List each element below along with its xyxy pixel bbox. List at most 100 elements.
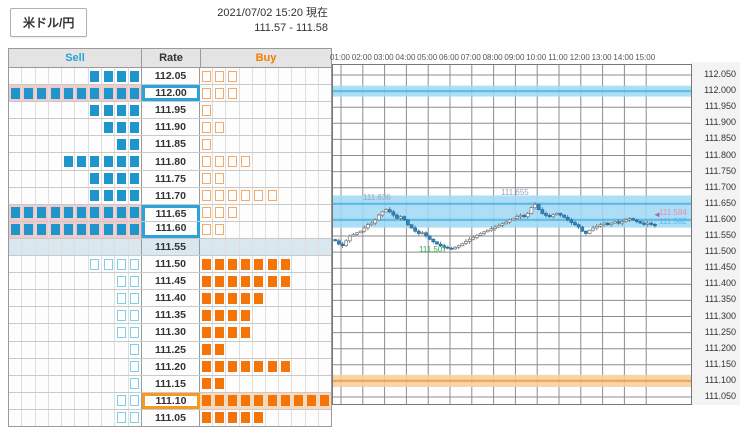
sell-order-filled-square[interactable] <box>103 156 113 168</box>
sell-order-outline-square[interactable] <box>117 275 127 287</box>
buy-order-filled-square[interactable] <box>241 395 251 407</box>
buy-order-outline-square[interactable] <box>267 190 277 202</box>
buy-order-outline-square[interactable] <box>201 173 211 185</box>
sell-order-cell[interactable] <box>115 256 129 273</box>
buy-order-filled-square[interactable] <box>201 361 211 373</box>
sell-order-cell[interactable] <box>75 153 89 170</box>
buy-order-filled-square[interactable] <box>228 275 237 287</box>
sell-order-outline-square[interactable] <box>117 395 127 407</box>
buy-order-cell[interactable] <box>226 85 240 102</box>
sell-order-filled-square[interactable] <box>130 138 140 150</box>
buy-order-cell[interactable] <box>253 256 267 273</box>
buy-order-filled-square[interactable] <box>254 412 264 424</box>
sell-order-outline-square[interactable] <box>130 378 140 390</box>
buy-order-filled-square[interactable] <box>214 412 224 424</box>
buy-order-filled-square[interactable] <box>214 292 224 304</box>
buy-order-outline-square[interactable] <box>201 224 211 236</box>
sell-order-cell[interactable] <box>62 221 76 238</box>
buy-order-filled-square[interactable] <box>228 292 237 304</box>
buy-order-filled-square[interactable] <box>214 395 224 407</box>
sell-order-cell[interactable] <box>36 85 49 102</box>
buy-order-cell[interactable] <box>253 273 267 290</box>
sell-order-cell[interactable] <box>102 204 116 221</box>
buy-order-outline-square[interactable] <box>201 104 211 116</box>
sell-order-filled-square[interactable] <box>130 104 140 116</box>
buy-order-cell[interactable] <box>253 409 267 426</box>
buy-order-cell[interactable] <box>200 324 214 341</box>
sell-order-filled-square[interactable] <box>117 173 127 185</box>
rate-cell[interactable]: 111.05 <box>142 409 200 426</box>
buy-order-cell[interactable] <box>213 290 227 307</box>
buy-order-outline-square[interactable] <box>201 70 211 82</box>
sell-order-filled-square[interactable] <box>90 224 100 236</box>
buy-order-cell[interactable] <box>200 392 214 409</box>
buy-order-outline-square[interactable] <box>201 190 211 202</box>
sell-order-cell[interactable] <box>129 68 141 84</box>
sell-order-cell[interactable] <box>102 68 116 85</box>
buy-order-cell[interactable] <box>200 341 214 358</box>
sell-order-filled-square[interactable] <box>50 207 60 219</box>
buy-order-outline-square[interactable] <box>214 224 224 236</box>
sell-order-cell[interactable] <box>89 170 103 187</box>
buy-order-cell[interactable] <box>213 85 227 102</box>
buy-order-filled-square[interactable] <box>254 292 264 304</box>
sell-order-filled-square[interactable] <box>103 104 113 116</box>
buy-order-cell[interactable] <box>226 409 240 426</box>
rate-cell[interactable]: 111.60 <box>142 221 200 238</box>
buy-order-cell[interactable] <box>226 273 240 290</box>
buy-order-outline-square[interactable] <box>228 87 237 99</box>
rate-cell[interactable]: 111.10 <box>142 392 200 409</box>
sell-order-filled-square[interactable] <box>77 207 87 219</box>
buy-order-outline-square[interactable] <box>228 156 237 168</box>
sell-order-cell[interactable] <box>115 290 129 307</box>
buy-order-cell[interactable] <box>240 187 253 204</box>
sell-order-filled-square[interactable] <box>117 87 127 99</box>
buy-order-cell[interactable] <box>240 273 253 290</box>
sell-order-cell[interactable] <box>22 85 36 102</box>
buy-order-cell[interactable] <box>200 187 214 204</box>
buy-order-filled-square[interactable] <box>214 344 224 356</box>
sell-order-cell[interactable] <box>22 221 36 238</box>
sell-order-filled-square[interactable] <box>130 190 140 202</box>
sell-order-cell[interactable] <box>115 119 129 136</box>
buy-order-cell[interactable] <box>200 273 214 290</box>
sell-order-filled-square[interactable] <box>90 87 100 99</box>
sell-order-filled-square[interactable] <box>90 104 100 116</box>
sell-order-outline-square[interactable] <box>117 412 127 424</box>
sell-order-cell[interactable] <box>89 187 103 204</box>
buy-order-outline-square[interactable] <box>228 207 237 219</box>
buy-order-cell[interactable] <box>319 393 331 409</box>
buy-order-filled-square[interactable] <box>241 275 251 287</box>
sell-order-filled-square[interactable] <box>37 224 47 236</box>
sell-order-filled-square[interactable] <box>130 87 140 99</box>
buy-order-filled-square[interactable] <box>267 258 277 270</box>
sell-order-cell[interactable] <box>22 204 36 221</box>
sell-order-cell[interactable] <box>75 221 89 238</box>
sell-order-cell[interactable] <box>102 119 116 136</box>
buy-order-outline-square[interactable] <box>241 190 251 202</box>
buy-order-cell[interactable] <box>253 392 267 409</box>
buy-order-cell[interactable] <box>266 273 280 290</box>
sell-order-filled-square[interactable] <box>50 224 60 236</box>
sell-order-filled-square[interactable] <box>103 190 113 202</box>
buy-order-cell[interactable] <box>213 324 227 341</box>
buy-order-cell[interactable] <box>266 187 280 204</box>
buy-order-cell[interactable] <box>306 392 319 409</box>
sell-order-cell[interactable] <box>129 205 141 221</box>
sell-order-filled-square[interactable] <box>63 156 73 168</box>
rate-cell[interactable]: 111.20 <box>142 358 200 375</box>
buy-order-cell[interactable] <box>200 290 214 307</box>
buy-order-cell[interactable] <box>213 68 227 85</box>
rate-cell[interactable]: 111.25 <box>142 341 200 358</box>
sell-order-cell[interactable] <box>129 359 141 375</box>
buy-order-cell[interactable] <box>240 153 253 170</box>
sell-order-cell[interactable] <box>9 204 23 221</box>
buy-order-cell[interactable] <box>213 358 227 375</box>
sell-order-cell[interactable] <box>102 85 116 102</box>
sell-order-cell[interactable] <box>49 221 63 238</box>
buy-order-filled-square[interactable] <box>201 395 211 407</box>
buy-order-cell[interactable] <box>200 153 214 170</box>
sell-order-cell[interactable] <box>115 409 129 426</box>
sell-order-cell[interactable] <box>115 170 129 187</box>
buy-order-cell[interactable] <box>200 358 214 375</box>
